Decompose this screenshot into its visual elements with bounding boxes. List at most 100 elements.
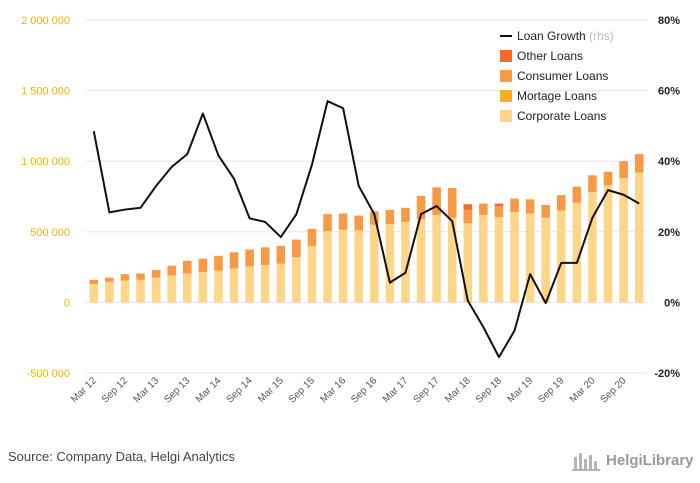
x-tick-label: Sep 17 (412, 375, 442, 405)
bar-corporate-loans (260, 264, 270, 303)
bar-corporate-loans (603, 185, 613, 303)
legend-label: Consumer Loans (517, 69, 608, 83)
legend-label: Other Loans (517, 49, 583, 63)
bar-corporate-loans (338, 229, 348, 303)
legend-swatch (500, 90, 512, 102)
bar-consumer-loans (541, 204, 550, 218)
bar-consumer-loans (260, 247, 270, 265)
bar-corporate-loans (167, 275, 176, 303)
y-right-tick-label: 40% (658, 156, 680, 168)
bar-corporate-loans (151, 277, 161, 303)
bar-consumer-loans (588, 175, 597, 193)
x-tick-label: Mar 15 (256, 375, 286, 405)
bar-corporate-loans (89, 284, 99, 303)
bar-consumer-loans (198, 258, 208, 273)
bar-consumer-loans (603, 171, 613, 186)
legend-label: Corporate Loans (517, 109, 606, 123)
bar-corporate-loans (354, 230, 363, 303)
bar-consumer-loans (229, 252, 239, 269)
bar-corporate-loans (214, 270, 223, 303)
bar-consumer-loans (136, 273, 145, 280)
brand-name: HelgiLibrary (606, 451, 694, 469)
bar-consumer-loans (167, 265, 176, 276)
brand-logo: HelgiLibrary (572, 448, 694, 472)
bar-corporate-loans (198, 272, 208, 303)
x-tick-label: Mar 19 (505, 375, 535, 405)
loans-chart: 2 000 000 1 500 000 1 000 000 500 000 0 -500 … (21, 15, 680, 406)
y-right-tick-label: -20% (654, 368, 680, 380)
bar-consumer-loans (432, 187, 441, 215)
line-loan-growth (92, 100, 640, 359)
bar-corporate-loans (525, 213, 535, 303)
bar-corporate-loans (432, 214, 441, 303)
bar-corporate-loans (494, 216, 504, 303)
bar-corporate-loans (541, 217, 550, 303)
legend-swatch (500, 70, 512, 82)
bar-consumer-loans (338, 213, 348, 230)
x-tick-label: Mar 13 (131, 375, 161, 405)
bar-consumer-loans (214, 255, 223, 271)
y-right-tick-label: 0% (664, 297, 680, 309)
bar-corporate-loans (120, 280, 130, 303)
bar-consumer-loans (557, 195, 566, 211)
bar-consumer-loans (401, 207, 410, 222)
bar-corporate-loans (370, 224, 379, 303)
legend-swatch (500, 50, 512, 62)
bar-other-loans (494, 203, 504, 207)
x-tick-label: Mar 18 (443, 375, 473, 405)
bar-corporate-loans (136, 279, 145, 303)
bar-other-loans (463, 204, 473, 210)
legend-label: Mortage Loans (517, 89, 597, 103)
bar-consumer-loans (151, 269, 161, 278)
bar-consumer-loans (447, 188, 457, 218)
bar-corporate-loans (245, 266, 254, 303)
bar-corporate-loans (588, 192, 597, 303)
legend-swatch (500, 110, 512, 122)
bar-consumer-loans (120, 274, 130, 281)
x-tick-label: Sep 15 (287, 375, 317, 405)
bar-consumer-loans (105, 277, 114, 282)
x-tick-label: Sep 13 (162, 375, 192, 405)
bar-corporate-loans (557, 210, 566, 303)
y-left-tick-label: 1 000 000 (21, 156, 70, 168)
x-tick-label: Sep 14 (225, 375, 255, 405)
bar-consumer-loans (183, 260, 192, 274)
y-left-tick-label: 0 (64, 297, 70, 309)
bar-corporate-loans (307, 245, 317, 303)
y-left-tick-label: 1 500 000 (21, 86, 70, 98)
bar-consumer-loans (385, 209, 395, 225)
legend-label: Loan Growth (rhs) (517, 29, 614, 43)
x-tick-label: Sep 19 (536, 375, 566, 405)
bar-consumer-loans (525, 199, 535, 214)
bar-consumer-loans (416, 195, 426, 220)
bar-consumer-loans (494, 206, 504, 217)
x-tick-label: Sep 20 (599, 375, 629, 405)
x-tick-label: Mar 16 (318, 375, 348, 405)
y-right-tick-label: 20% (658, 227, 680, 239)
source-note: Source: Company Data, Helgi Analytics (8, 449, 235, 464)
bar-corporate-loans (510, 212, 519, 303)
bar-consumer-loans (89, 279, 99, 285)
bar-consumer-loans (276, 245, 286, 264)
bar-consumer-loans (479, 203, 488, 215)
bar-corporate-loans (229, 268, 239, 303)
y-right-tick-label: 60% (658, 86, 680, 98)
bar-corporate-loans (463, 223, 473, 303)
bar-corporate-loans (416, 219, 426, 303)
y-right-tick-label: 80% (658, 15, 680, 27)
bar-corporate-loans (323, 231, 332, 303)
bar-consumer-loans (245, 249, 254, 267)
x-tick-label: Sep 16 (349, 375, 379, 405)
bar-consumer-loans (572, 186, 582, 203)
x-tick-label: Mar 20 (568, 375, 598, 405)
x-tick-label: Mar 12 (69, 375, 99, 405)
y-left-tick-label: -500 000 (27, 368, 70, 380)
bar-consumer-loans (292, 239, 301, 258)
x-tick-label: Sep 12 (100, 375, 130, 405)
bar-corporate-loans (385, 224, 395, 303)
bar-consumer-loans (634, 154, 644, 173)
x-tick-label: Mar 17 (381, 375, 411, 405)
x-tick-label: Mar 14 (194, 375, 224, 405)
bar-consumer-loans (463, 209, 473, 224)
